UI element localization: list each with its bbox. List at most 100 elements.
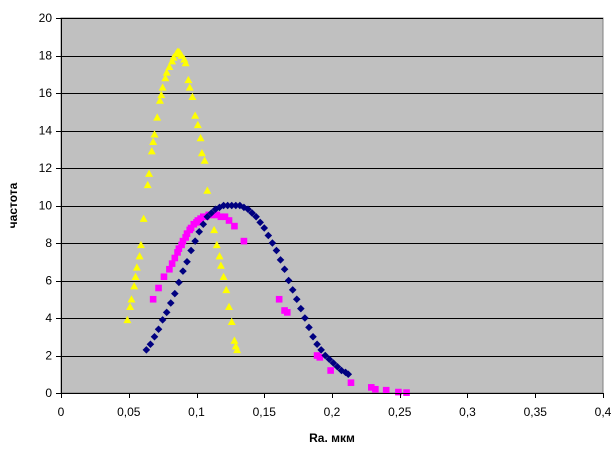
data-point xyxy=(219,272,228,280)
data-point xyxy=(142,346,151,354)
data-point xyxy=(136,240,145,249)
data-point xyxy=(158,83,167,91)
data-point xyxy=(240,237,248,245)
data-point xyxy=(288,286,297,294)
data-point xyxy=(191,111,200,119)
data-point xyxy=(321,351,330,360)
y-tick-label: 0 xyxy=(45,386,52,400)
data-point xyxy=(227,317,236,325)
data-point xyxy=(223,201,232,210)
data-point xyxy=(227,201,236,210)
data-point xyxy=(153,113,162,121)
data-point xyxy=(158,316,167,324)
data-point xyxy=(233,345,242,354)
data-point xyxy=(179,237,187,245)
data-point xyxy=(143,180,152,189)
data-point xyxy=(225,217,233,224)
data-point xyxy=(175,278,183,287)
x-tick-label: 0,15 xyxy=(253,405,277,419)
data-point xyxy=(225,302,234,310)
y-tick-label: 10 xyxy=(39,199,53,213)
data-point xyxy=(168,57,177,65)
data-point xyxy=(272,246,281,255)
data-point xyxy=(150,130,159,138)
data-point xyxy=(260,224,269,232)
data-point xyxy=(203,212,212,221)
y-tick-label: 16 xyxy=(39,86,53,100)
data-point xyxy=(316,354,324,361)
grid-lines xyxy=(61,18,603,357)
data-point xyxy=(199,220,208,229)
data-point xyxy=(145,169,154,177)
data-point xyxy=(248,209,256,217)
data-point xyxy=(195,227,204,236)
data-series xyxy=(123,47,410,396)
data-point xyxy=(182,234,189,241)
data-point xyxy=(166,265,173,273)
tick-labels: 0 2 4 6 8 10 12 14 16 18 20 0 0,05 0,1 0,15 0,2 0,25 0,3 0… xyxy=(39,11,612,419)
data-point xyxy=(154,325,163,334)
data-point xyxy=(317,346,325,354)
data-point xyxy=(171,254,179,262)
x-tick-label: 0 xyxy=(58,405,65,419)
data-point xyxy=(268,239,277,247)
data-point xyxy=(231,222,238,230)
data-point xyxy=(187,224,195,232)
data-point xyxy=(325,355,334,364)
data-point xyxy=(372,385,379,393)
plot-area xyxy=(60,17,604,394)
data-point xyxy=(333,362,342,371)
y-tick-label: 14 xyxy=(39,124,53,138)
data-point xyxy=(292,295,301,304)
data-point xyxy=(175,245,183,252)
data-point xyxy=(200,156,209,164)
data-point xyxy=(313,340,321,349)
data-point xyxy=(275,295,283,303)
data-point xyxy=(166,299,175,307)
data-point xyxy=(169,53,178,61)
y-tick-label: 8 xyxy=(45,236,52,250)
data-point xyxy=(165,62,174,70)
data-point xyxy=(297,304,305,313)
data-point xyxy=(185,83,194,91)
data-point xyxy=(403,389,410,396)
x-tick-label: 0,05 xyxy=(117,405,141,419)
data-point xyxy=(367,384,375,391)
data-point xyxy=(329,359,338,367)
data-point xyxy=(157,90,166,99)
data-point xyxy=(149,295,157,303)
data-point xyxy=(309,332,317,341)
data-point xyxy=(284,276,293,285)
data-point xyxy=(264,231,273,240)
data-point xyxy=(196,134,205,142)
data-point xyxy=(283,309,291,316)
x-axis-title: Ra. мкм xyxy=(309,431,355,445)
data-point xyxy=(130,282,139,290)
data-point xyxy=(123,315,132,324)
data-point xyxy=(305,323,313,332)
data-point xyxy=(217,213,225,221)
x-tick-label: 0,35 xyxy=(524,405,548,419)
data-point xyxy=(395,388,402,396)
y-tick-label: 2 xyxy=(45,349,52,363)
data-point xyxy=(150,332,159,341)
data-point xyxy=(221,213,229,221)
data-point xyxy=(230,336,239,344)
data-point xyxy=(178,241,185,249)
data-point xyxy=(280,265,289,274)
data-point xyxy=(179,267,187,275)
data-point xyxy=(215,252,224,260)
data-point xyxy=(183,257,191,266)
data-point xyxy=(276,256,285,264)
data-point xyxy=(155,96,164,104)
axes xyxy=(56,18,604,398)
data-point xyxy=(337,366,346,375)
data-point xyxy=(132,263,141,271)
data-point xyxy=(162,308,171,317)
data-point xyxy=(168,260,176,267)
data-point xyxy=(187,246,195,255)
data-point xyxy=(162,68,171,76)
series-triangle xyxy=(123,47,242,354)
data-point xyxy=(347,379,355,386)
